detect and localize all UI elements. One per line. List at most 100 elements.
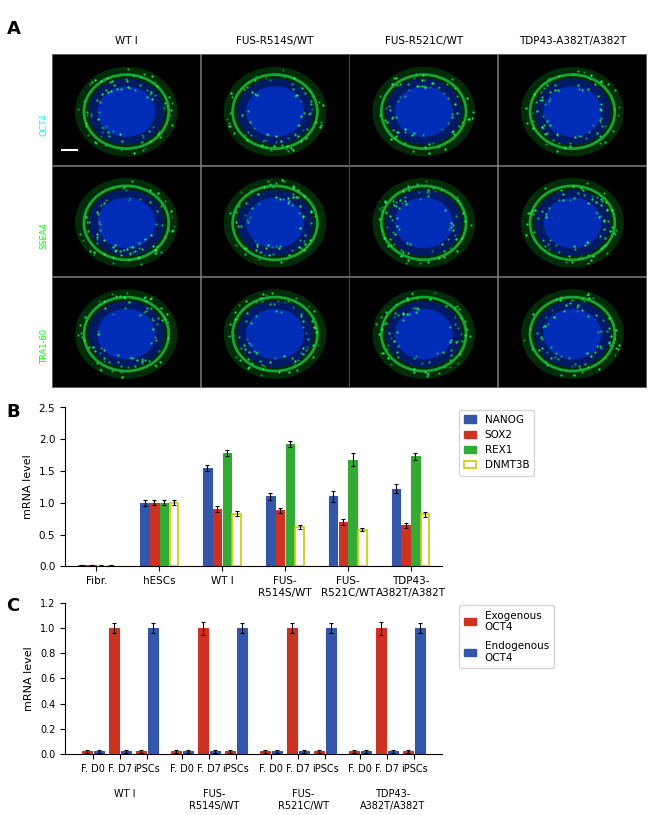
Ellipse shape (246, 197, 304, 248)
Bar (77, 565, 86, 566)
Bar (136, 751, 146, 754)
Ellipse shape (246, 309, 304, 359)
Ellipse shape (395, 86, 452, 137)
Bar (339, 522, 347, 566)
Bar (350, 165, 497, 276)
Bar (421, 514, 430, 566)
Ellipse shape (237, 301, 313, 367)
Bar (260, 751, 270, 754)
Bar (94, 751, 104, 754)
Ellipse shape (224, 178, 326, 267)
Bar (348, 460, 357, 566)
Bar (498, 277, 646, 387)
Ellipse shape (543, 309, 601, 359)
Ellipse shape (98, 197, 155, 248)
Bar (415, 628, 425, 754)
Bar (314, 751, 324, 754)
Bar (109, 628, 119, 754)
Bar (358, 530, 367, 566)
Bar (52, 165, 200, 276)
Ellipse shape (543, 197, 601, 248)
Bar (287, 628, 297, 754)
Bar (201, 165, 348, 276)
Bar (201, 277, 348, 387)
Bar (140, 503, 149, 566)
Ellipse shape (75, 67, 177, 156)
Bar (326, 628, 336, 754)
Text: OCT4: OCT4 (40, 113, 49, 136)
Bar (237, 628, 247, 754)
Bar (498, 55, 646, 165)
Bar (349, 751, 359, 754)
Text: FUS-
R521C/WT: FUS- R521C/WT (278, 789, 329, 811)
Ellipse shape (395, 197, 452, 248)
Bar (213, 509, 222, 566)
Text: TDP43-
A382T/A382T: TDP43- A382T/A382T (359, 789, 425, 811)
Ellipse shape (224, 67, 326, 156)
Ellipse shape (88, 301, 164, 367)
Bar (376, 628, 386, 754)
Ellipse shape (395, 309, 452, 359)
Legend: Exogenous
OCT4, Endogenous
OCT4: Exogenous OCT4, Endogenous OCT4 (458, 606, 554, 668)
Text: TRA1-60: TRA1-60 (40, 329, 49, 364)
Text: FUS-R521C/WT: FUS-R521C/WT (385, 37, 463, 46)
Ellipse shape (543, 86, 601, 137)
Ellipse shape (521, 178, 624, 267)
Y-axis label: mRNA level: mRNA level (23, 455, 33, 519)
Ellipse shape (372, 67, 475, 156)
Ellipse shape (521, 289, 624, 379)
Ellipse shape (98, 309, 155, 359)
Bar (52, 277, 200, 387)
Bar (299, 751, 309, 754)
Bar (233, 513, 241, 566)
Bar (203, 468, 212, 566)
Bar (392, 489, 400, 566)
Ellipse shape (246, 86, 304, 137)
Legend: NANOG, SOX2, REX1, DNMT3B: NANOG, SOX2, REX1, DNMT3B (458, 409, 534, 476)
Y-axis label: mRNA level: mRNA level (24, 646, 34, 711)
Bar (295, 527, 304, 566)
Bar (87, 565, 96, 566)
Text: FUS-R514S/WT: FUS-R514S/WT (237, 37, 314, 46)
Bar (201, 55, 348, 165)
Ellipse shape (75, 178, 177, 267)
Ellipse shape (98, 86, 155, 137)
Bar (148, 628, 158, 754)
Ellipse shape (386, 301, 461, 367)
Bar (285, 443, 294, 566)
Bar (411, 456, 420, 566)
Ellipse shape (534, 190, 610, 256)
Ellipse shape (224, 289, 326, 379)
Text: DAPI: DAPI (40, 85, 49, 104)
Text: DAPI: DAPI (40, 196, 49, 215)
Bar (82, 751, 92, 754)
Bar (170, 503, 178, 566)
Bar (403, 751, 413, 754)
Bar (210, 751, 220, 754)
Ellipse shape (386, 190, 461, 256)
Bar (223, 453, 231, 566)
Ellipse shape (237, 78, 313, 145)
Bar (160, 503, 168, 566)
Text: SSEA4: SSEA4 (40, 222, 49, 249)
Ellipse shape (521, 67, 624, 156)
Bar (350, 55, 497, 165)
Ellipse shape (372, 289, 475, 379)
Ellipse shape (386, 78, 461, 145)
Ellipse shape (88, 190, 164, 256)
Bar (329, 496, 337, 566)
Text: A: A (6, 20, 20, 38)
Bar (183, 751, 193, 754)
Bar (498, 165, 646, 276)
Ellipse shape (237, 190, 313, 256)
Bar (121, 751, 131, 754)
Ellipse shape (75, 289, 177, 379)
Bar (52, 55, 200, 165)
Text: WT I: WT I (115, 37, 138, 46)
Text: DAPI: DAPI (40, 307, 49, 327)
Ellipse shape (534, 78, 610, 145)
Bar (266, 496, 274, 566)
Bar (402, 525, 410, 566)
Text: B: B (6, 403, 20, 421)
Ellipse shape (88, 78, 164, 145)
